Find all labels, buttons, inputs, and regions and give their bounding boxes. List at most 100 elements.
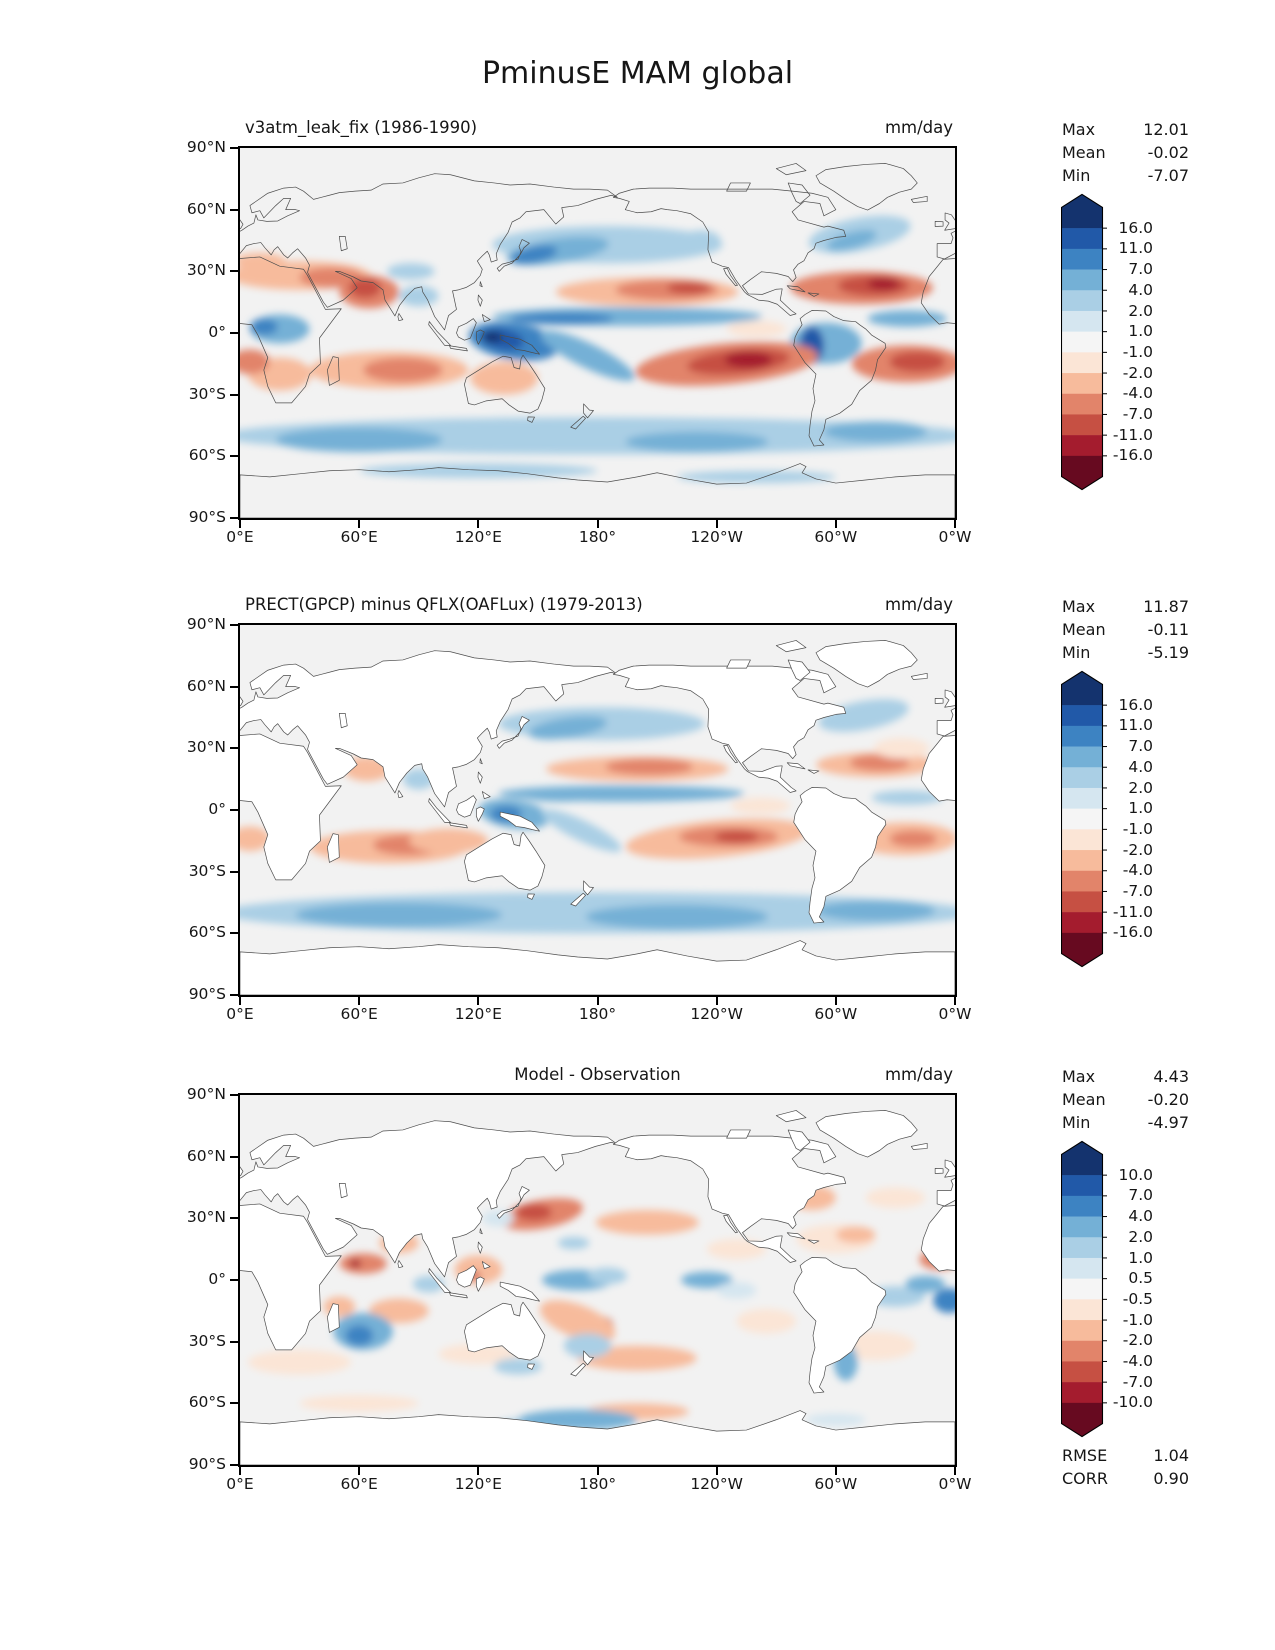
colorbar-tick-label: -4.0	[1122, 861, 1153, 880]
figure-title: PminusE MAM global	[481, 56, 794, 91]
y-tick	[230, 1094, 238, 1096]
colorbar-tick-label: -7.0	[1122, 405, 1153, 423]
x-tick	[358, 1467, 361, 1475]
colorbar-tick-label: 7.0	[1128, 737, 1153, 756]
y-tick	[230, 208, 238, 211]
x-tick-label: 0°W	[938, 1005, 972, 1023]
x-tick	[239, 997, 241, 1005]
colorbar-tick-label: 7.0	[1128, 260, 1153, 279]
x-tick	[358, 520, 361, 528]
y-tick	[230, 870, 238, 873]
y-tick-label: 90°N	[186, 615, 226, 633]
x-tick-label: 120°E	[454, 528, 502, 546]
colorbar-tick-label: 11.0	[1118, 716, 1153, 735]
colorbar-tick-label: -4.0	[1122, 1352, 1153, 1370]
colorbar-tick-label: -11.0	[1112, 902, 1153, 921]
stat-min-value: -5.19	[1147, 643, 1189, 662]
stat-mean: Mean -0.11	[1062, 618, 1189, 641]
y-tick-label: 90°S	[188, 508, 226, 526]
x-tick	[477, 520, 480, 528]
stat-min-value: -4.97	[1147, 1113, 1189, 1132]
colorbar-tick-label: 11.0	[1118, 239, 1153, 258]
colorbar-tick-label: -1.0	[1122, 1310, 1153, 1329]
panel1-units: mm/day	[884, 118, 953, 137]
stat-max-value: 4.43	[1153, 1067, 1189, 1086]
y-tick	[230, 455, 238, 458]
colorbar-tick-label: -7.0	[1122, 1372, 1153, 1391]
x-tick-label: 60°E	[340, 1475, 378, 1493]
y-tick	[230, 624, 238, 626]
stat-mean: Mean -0.20	[1062, 1088, 1189, 1111]
stat-min: Min -7.07	[1062, 164, 1189, 187]
colorbar-tick-label: -0.5	[1122, 1289, 1153, 1308]
colorbar-tick-label: 4.0	[1128, 280, 1153, 299]
x-tick	[954, 997, 956, 1005]
x-tick-label: 60°W	[814, 1005, 858, 1023]
stat-mean-label: Mean	[1062, 620, 1106, 639]
panel2-stats: Max 11.87 Mean -0.11 Min -5.19	[1062, 595, 1189, 664]
y-tick	[230, 1155, 238, 1158]
x-tick	[239, 1467, 241, 1475]
y-tick-label: 90°N	[186, 138, 226, 156]
colorbar-tick-label: 2.0	[1128, 778, 1153, 797]
colorbar-tick-label: 1.0	[1128, 1248, 1153, 1267]
x-tick	[834, 1467, 837, 1475]
stat-corr-value: 0.90	[1153, 1469, 1189, 1488]
y-tick-label: 60°S	[188, 923, 226, 942]
stat-min-label: Min	[1062, 1113, 1091, 1132]
stat-min-label: Min	[1062, 643, 1091, 662]
stat-mean-value: -0.11	[1147, 620, 1189, 639]
y-tick-label: 0°	[208, 323, 226, 341]
y-tick-label: 60°N	[186, 1146, 226, 1165]
y-tick	[230, 685, 238, 688]
x-tick-label: 60°W	[814, 1475, 858, 1493]
x-tick	[596, 1467, 599, 1475]
stat-max-label: Max	[1062, 1067, 1096, 1086]
colorbar-tick-label: -16.0	[1112, 923, 1153, 942]
panel2-units: mm/day	[884, 595, 953, 614]
colorbar-tick-label: 7.0	[1128, 1186, 1153, 1205]
stat-rmse: RMSE 1.04	[1062, 1444, 1189, 1467]
x-tick	[596, 997, 599, 1005]
panel3-map	[238, 1093, 957, 1467]
colorbar-panel3	[1061, 1140, 1107, 1438]
contour-field	[247, 1185, 955, 1431]
y-tick-label: 90°N	[186, 1085, 226, 1103]
x-tick-label: 120°W	[690, 1475, 743, 1493]
colorbar-tick-label: 4.0	[1128, 1207, 1153, 1226]
panel1-title: v3atm_leak_fix (1986-1990)	[245, 118, 478, 137]
x-tick-label: 0°W	[938, 528, 972, 546]
colorbar-panel1	[1061, 193, 1107, 491]
x-tick	[954, 520, 956, 528]
x-tick-label: 0°E	[226, 1475, 254, 1493]
x-tick	[715, 997, 718, 1005]
stat-max: Max 4.43	[1062, 1065, 1189, 1088]
x-tick-label: 180°	[578, 1005, 617, 1023]
map-svg-panel3	[240, 1095, 955, 1465]
y-tick-label: 30°S	[188, 384, 226, 403]
stat-max-value: 11.87	[1143, 597, 1189, 616]
y-tick	[230, 1340, 238, 1343]
panel1-map	[238, 146, 957, 520]
panel1-stats: Max 12.01 Mean -0.02 Min -7.07	[1062, 118, 1189, 187]
x-tick	[834, 997, 837, 1005]
stat-corr: CORR 0.90	[1062, 1467, 1189, 1490]
colorbar-tick-label: 16.0	[1118, 695, 1153, 714]
stat-min: Min -4.97	[1062, 1111, 1189, 1134]
map-svg-panel1	[240, 148, 955, 518]
x-tick	[715, 1467, 718, 1475]
stat-rmse-value: 1.04	[1153, 1446, 1189, 1465]
colorbar-tick-label: 10.0	[1118, 1165, 1153, 1184]
panel3-units: mm/day	[884, 1065, 953, 1084]
y-tick-label: 30°S	[188, 861, 226, 880]
x-tick	[477, 997, 480, 1005]
y-tick-label: 30°S	[188, 1331, 226, 1350]
stat-mean: Mean -0.02	[1062, 141, 1189, 164]
colorbar-tick-label: 1.0	[1128, 322, 1153, 341]
x-tick-label: 180°	[578, 528, 617, 546]
y-tick-label: 60°N	[186, 676, 226, 695]
x-tick-label: 120°W	[690, 1005, 743, 1023]
x-tick-label: 60°W	[814, 528, 858, 546]
x-tick	[358, 997, 361, 1005]
panel3-title: Model - Observation	[514, 1065, 681, 1084]
